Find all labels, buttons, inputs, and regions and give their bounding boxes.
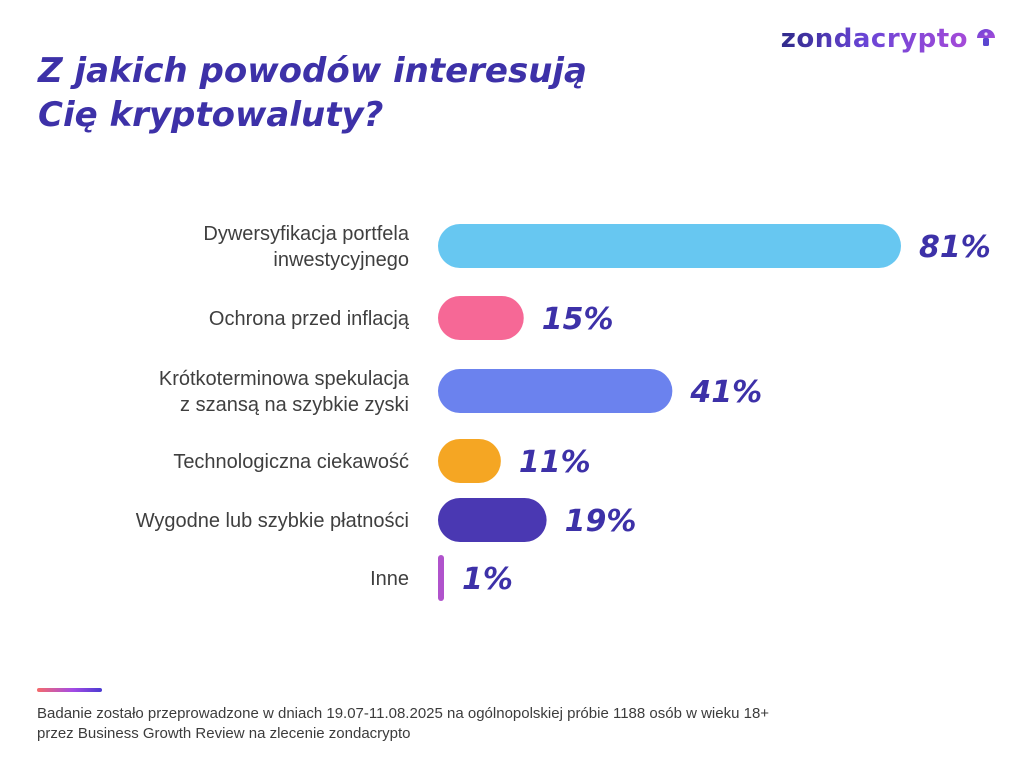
value-label-1: 81% bbox=[919, 230, 991, 265]
footer-accent-line bbox=[37, 688, 102, 692]
brand-name: zondacrypto bbox=[780, 24, 968, 54]
value-label-6: 1% bbox=[462, 562, 513, 597]
category-label-1: Dywersyfikacja portfela inwestycyjnego bbox=[203, 223, 410, 271]
bar-5 bbox=[438, 498, 547, 542]
value-label-5: 19% bbox=[565, 504, 637, 539]
bar-4 bbox=[438, 439, 501, 483]
category-label-4: Technologiczna ciekawość bbox=[173, 451, 409, 473]
bar-2 bbox=[438, 296, 524, 340]
value-label-2: 15% bbox=[542, 302, 614, 337]
category-label-2: Ochrona przed inflacją bbox=[209, 308, 410, 330]
bar-6 bbox=[438, 555, 444, 601]
value-label-4: 11% bbox=[519, 445, 591, 480]
mushroom-logo-icon bbox=[974, 27, 998, 51]
value-label-3: 41% bbox=[689, 375, 762, 410]
bar-3 bbox=[438, 369, 673, 413]
chart-title: Z jakich powodów interesują Cię kryptowa… bbox=[38, 51, 587, 135]
category-label-5: Wygodne lub szybkie płatności bbox=[136, 510, 409, 532]
category-label-6: Inne bbox=[370, 568, 409, 590]
bar-1 bbox=[438, 224, 901, 268]
brand-logo: zondacrypto bbox=[781, 24, 998, 54]
survey-note: Badanie zostało przeprowadzone w dniach … bbox=[37, 705, 770, 742]
category-label-3: Krótkoterminowa spekulacja z szansą na sz… bbox=[159, 368, 410, 416]
